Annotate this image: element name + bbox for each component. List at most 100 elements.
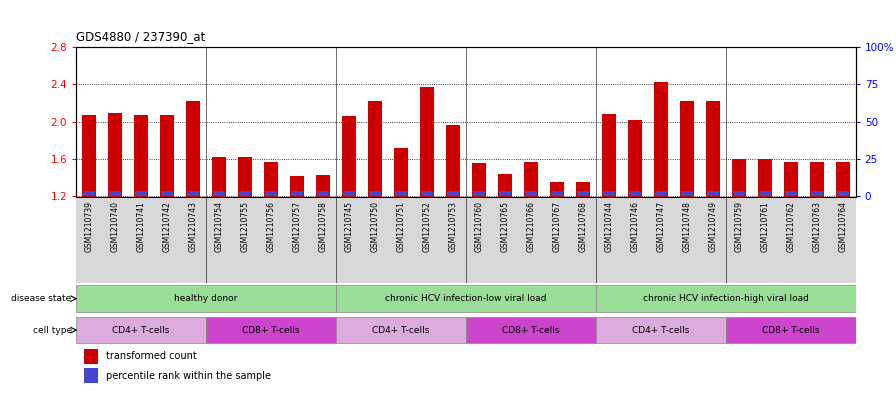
Bar bbox=[109, 191, 121, 196]
Bar bbox=[707, 191, 719, 196]
Bar bbox=[550, 182, 564, 196]
Bar bbox=[84, 349, 98, 364]
Bar bbox=[238, 157, 252, 196]
Bar bbox=[810, 162, 823, 196]
Bar bbox=[524, 162, 538, 196]
Bar bbox=[680, 101, 694, 196]
Text: GSM1210762: GSM1210762 bbox=[786, 201, 796, 252]
Bar bbox=[596, 285, 856, 312]
Text: GSM1210746: GSM1210746 bbox=[630, 201, 640, 252]
Text: chronic HCV infection-low viral load: chronic HCV infection-low viral load bbox=[385, 294, 547, 303]
Bar bbox=[785, 191, 797, 196]
Text: GSM1210760: GSM1210760 bbox=[474, 201, 484, 252]
Bar bbox=[394, 148, 408, 196]
Bar bbox=[525, 191, 537, 196]
Bar bbox=[265, 191, 277, 196]
Bar bbox=[264, 162, 278, 196]
Text: GSM1210767: GSM1210767 bbox=[552, 201, 562, 252]
Bar bbox=[317, 191, 329, 196]
Text: percentile rank within the sample: percentile rank within the sample bbox=[106, 371, 271, 381]
Bar bbox=[733, 191, 745, 196]
Bar bbox=[654, 82, 668, 196]
Bar bbox=[76, 317, 206, 343]
Text: GSM1210749: GSM1210749 bbox=[708, 201, 718, 252]
Bar bbox=[759, 191, 771, 196]
Bar bbox=[576, 182, 590, 196]
Text: GSM1210739: GSM1210739 bbox=[84, 201, 94, 252]
Text: GSM1210763: GSM1210763 bbox=[812, 201, 822, 252]
Text: CD4+ T-cells: CD4+ T-cells bbox=[632, 326, 690, 334]
Text: CD8+ T-cells: CD8+ T-cells bbox=[762, 326, 820, 334]
Text: GSM1210751: GSM1210751 bbox=[396, 201, 406, 252]
Bar bbox=[336, 285, 596, 312]
Bar bbox=[76, 285, 336, 312]
Text: GSM1210745: GSM1210745 bbox=[344, 201, 354, 252]
Text: GSM1210740: GSM1210740 bbox=[110, 201, 120, 252]
Bar bbox=[395, 191, 407, 196]
Bar bbox=[187, 191, 199, 196]
Bar bbox=[342, 116, 356, 196]
Bar bbox=[596, 317, 726, 343]
Bar bbox=[603, 191, 615, 196]
Text: disease state: disease state bbox=[12, 294, 72, 303]
Bar bbox=[551, 191, 563, 196]
Bar bbox=[368, 101, 382, 196]
Text: CD8+ T-cells: CD8+ T-cells bbox=[242, 326, 300, 334]
Bar bbox=[161, 191, 173, 196]
Bar bbox=[472, 163, 486, 196]
Text: transformed count: transformed count bbox=[106, 351, 196, 361]
Text: GSM1210755: GSM1210755 bbox=[240, 201, 250, 252]
Text: GSM1210766: GSM1210766 bbox=[526, 201, 536, 252]
Text: GSM1210743: GSM1210743 bbox=[188, 201, 198, 252]
Bar bbox=[135, 191, 147, 196]
Text: GSM1210759: GSM1210759 bbox=[734, 201, 744, 252]
Text: GSM1210750: GSM1210750 bbox=[370, 201, 380, 252]
Text: GSM1210744: GSM1210744 bbox=[604, 201, 614, 252]
Text: GSM1210765: GSM1210765 bbox=[500, 201, 510, 252]
Bar bbox=[421, 191, 433, 196]
Bar bbox=[706, 101, 719, 196]
Text: GSM1210741: GSM1210741 bbox=[136, 201, 146, 252]
Bar bbox=[446, 125, 460, 196]
Bar bbox=[336, 317, 466, 343]
Text: cell type: cell type bbox=[32, 326, 72, 334]
Bar bbox=[498, 174, 512, 196]
Bar bbox=[239, 191, 251, 196]
Bar bbox=[290, 176, 304, 196]
Bar bbox=[628, 120, 642, 196]
Bar bbox=[629, 191, 641, 196]
Bar bbox=[212, 157, 226, 196]
Bar bbox=[784, 162, 797, 196]
Text: CD4+ T-cells: CD4+ T-cells bbox=[372, 326, 430, 334]
Bar bbox=[369, 191, 381, 196]
Bar bbox=[836, 162, 849, 196]
Bar bbox=[758, 159, 771, 196]
Text: GSM1210758: GSM1210758 bbox=[318, 201, 328, 252]
Text: GSM1210756: GSM1210756 bbox=[266, 201, 276, 252]
Text: GSM1210748: GSM1210748 bbox=[682, 201, 692, 252]
Bar bbox=[447, 191, 459, 196]
Bar bbox=[206, 317, 336, 343]
Bar bbox=[84, 368, 98, 383]
Text: CD8+ T-cells: CD8+ T-cells bbox=[502, 326, 560, 334]
Bar bbox=[291, 191, 303, 196]
Text: GSM1210761: GSM1210761 bbox=[760, 201, 770, 252]
Bar bbox=[811, 191, 823, 196]
Bar bbox=[186, 101, 200, 196]
Bar bbox=[499, 191, 511, 196]
Bar bbox=[726, 317, 856, 343]
Bar bbox=[83, 191, 95, 196]
Bar bbox=[602, 114, 616, 196]
Bar bbox=[732, 159, 745, 196]
Bar bbox=[420, 87, 434, 196]
Text: GDS4880 / 237390_at: GDS4880 / 237390_at bbox=[76, 30, 205, 43]
Text: CD4+ T-cells: CD4+ T-cells bbox=[112, 326, 170, 334]
Bar bbox=[655, 191, 667, 196]
Text: GSM1210764: GSM1210764 bbox=[838, 201, 848, 252]
Text: GSM1210768: GSM1210768 bbox=[578, 201, 588, 252]
Text: GSM1210753: GSM1210753 bbox=[448, 201, 458, 252]
Bar bbox=[160, 115, 174, 196]
Bar bbox=[82, 115, 96, 196]
Bar bbox=[466, 317, 596, 343]
Bar bbox=[577, 191, 589, 196]
